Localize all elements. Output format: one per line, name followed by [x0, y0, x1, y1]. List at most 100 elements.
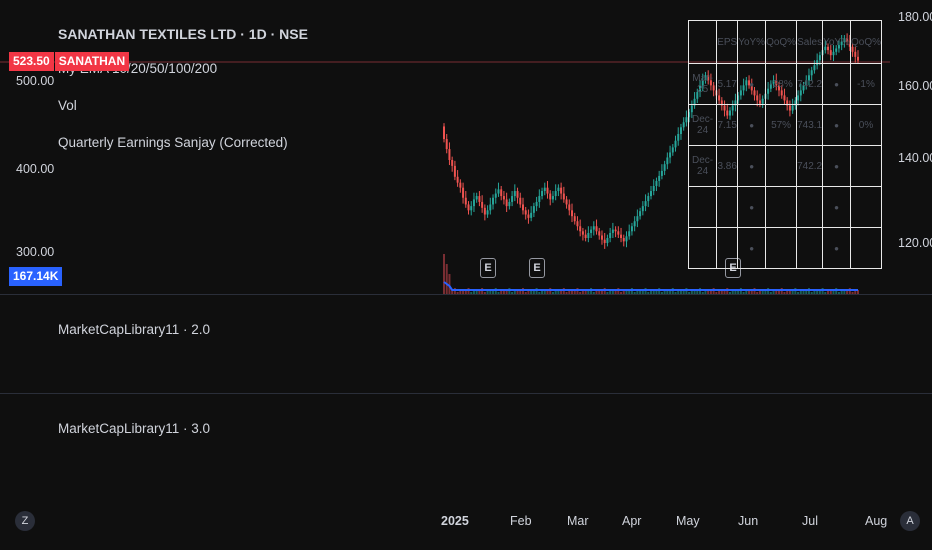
volume-bar	[832, 289, 835, 294]
volume-bar	[857, 290, 859, 294]
volume-bar	[731, 291, 734, 294]
earnings-cell: Mar-25	[687, 63, 718, 105]
volume-bar	[554, 291, 557, 294]
candle-body	[505, 199, 508, 207]
candle-body	[530, 212, 533, 218]
volume-bar	[837, 292, 840, 294]
earnings-cell: •	[737, 145, 767, 187]
volume-bar	[677, 291, 680, 294]
candle-body	[524, 210, 527, 215]
candle-body	[453, 165, 456, 177]
candle-body	[475, 196, 478, 200]
volume-bar	[802, 290, 805, 294]
volume-bar	[737, 289, 740, 294]
volume-bar	[633, 292, 636, 294]
volume-bar	[543, 290, 546, 294]
candle-body	[565, 199, 568, 205]
volume-indicator-label[interactable]: Vol	[58, 98, 77, 113]
candle-body	[527, 214, 530, 218]
earnings-cell	[716, 227, 739, 269]
volume-bar	[799, 291, 802, 294]
candle-body	[472, 199, 475, 207]
earnings-event-badge[interactable]: E	[529, 258, 545, 278]
earnings-event-badge[interactable]: E	[480, 258, 496, 278]
candle-body	[568, 204, 571, 211]
candle-body	[658, 175, 661, 181]
candle-body	[682, 122, 685, 128]
candle-body	[679, 127, 682, 134]
volume-bar	[786, 291, 789, 294]
pane2-indicator-label[interactable]: MarketCapLibrary11 · 2.0	[58, 322, 211, 337]
candle-body	[617, 231, 620, 235]
candle-body	[481, 201, 484, 208]
candle-body	[513, 191, 516, 197]
volume-bar	[769, 292, 772, 294]
volume-bar	[693, 290, 696, 294]
earnings-cell: •	[822, 145, 851, 187]
volume-bar	[530, 290, 533, 294]
candle-body	[443, 126, 445, 140]
candle-body	[630, 226, 633, 232]
earnings-cell	[765, 186, 798, 228]
volume-bar	[707, 290, 710, 294]
candle-body	[519, 197, 522, 205]
volume-bar	[505, 289, 508, 294]
earnings-cell: •	[822, 63, 851, 105]
earnings-indicator-label[interactable]: Quarterly Earnings Sanjay (Corrected)	[58, 135, 288, 150]
candle-body	[459, 182, 462, 188]
earnings-table-row: Dec-24 7.15 • 57% 743.1 • 0%	[687, 104, 883, 146]
earnings-table-header-row: EPS YoY% QoQ% Sales YoY% QoQ%	[687, 20, 883, 64]
volume-bar	[818, 289, 821, 294]
log-scale-toggle-button[interactable]: Z	[15, 511, 35, 531]
last-price-tag: 523.50 SANATHAN	[9, 52, 130, 71]
volume-bar	[788, 290, 791, 294]
volume-bar	[709, 289, 712, 294]
left-axis-label: 300.00	[16, 245, 55, 259]
earnings-cell	[687, 186, 718, 228]
volume-bar	[557, 290, 560, 294]
volume-bar	[639, 290, 642, 294]
candle-body	[650, 191, 652, 197]
earnings-cell: Dec-24	[687, 145, 718, 187]
candle-body	[535, 201, 538, 207]
candle-body	[669, 152, 672, 158]
candle-body	[500, 189, 503, 197]
candle-body	[541, 191, 544, 197]
volume-bar	[532, 289, 535, 294]
candle-body	[639, 211, 642, 217]
volume-bar	[598, 290, 601, 294]
volume-bar	[636, 291, 639, 294]
pane-divider[interactable]	[0, 294, 932, 295]
volume-bar	[519, 289, 522, 294]
right-axis-label: 120.00	[898, 236, 932, 250]
candle-body	[598, 231, 601, 236]
candle-body	[579, 226, 582, 232]
volume-bar	[524, 292, 527, 294]
candle-body	[448, 149, 451, 160]
volume-bar	[500, 291, 503, 294]
volume-bar	[489, 290, 492, 294]
earnings-header-cell: QoQ%	[765, 20, 798, 64]
volume-bar	[459, 291, 462, 294]
pane3-indicator-label[interactable]: MarketCapLibrary11 · 3.0	[58, 421, 211, 436]
earnings-cell	[849, 227, 883, 269]
candle-body	[581, 231, 584, 235]
volume-bar	[704, 291, 707, 294]
pane-divider[interactable]	[0, 393, 932, 394]
x-axis-label: May	[676, 514, 700, 528]
last-price-value: 523.50	[9, 52, 54, 71]
auto-scale-toggle-button[interactable]: A	[900, 511, 920, 531]
volume-bar	[486, 291, 489, 294]
volume-bar	[764, 289, 767, 294]
candle-body	[655, 180, 658, 186]
volume-bar	[827, 291, 830, 294]
candle-body	[551, 196, 554, 200]
candle-body	[445, 139, 448, 150]
left-axis-label: 500.00	[16, 74, 55, 88]
volume-bar	[622, 291, 625, 294]
earnings-cell: •	[737, 63, 767, 105]
volume-bar	[750, 289, 753, 294]
volume-bar	[778, 289, 781, 294]
volume-bar	[609, 291, 612, 294]
